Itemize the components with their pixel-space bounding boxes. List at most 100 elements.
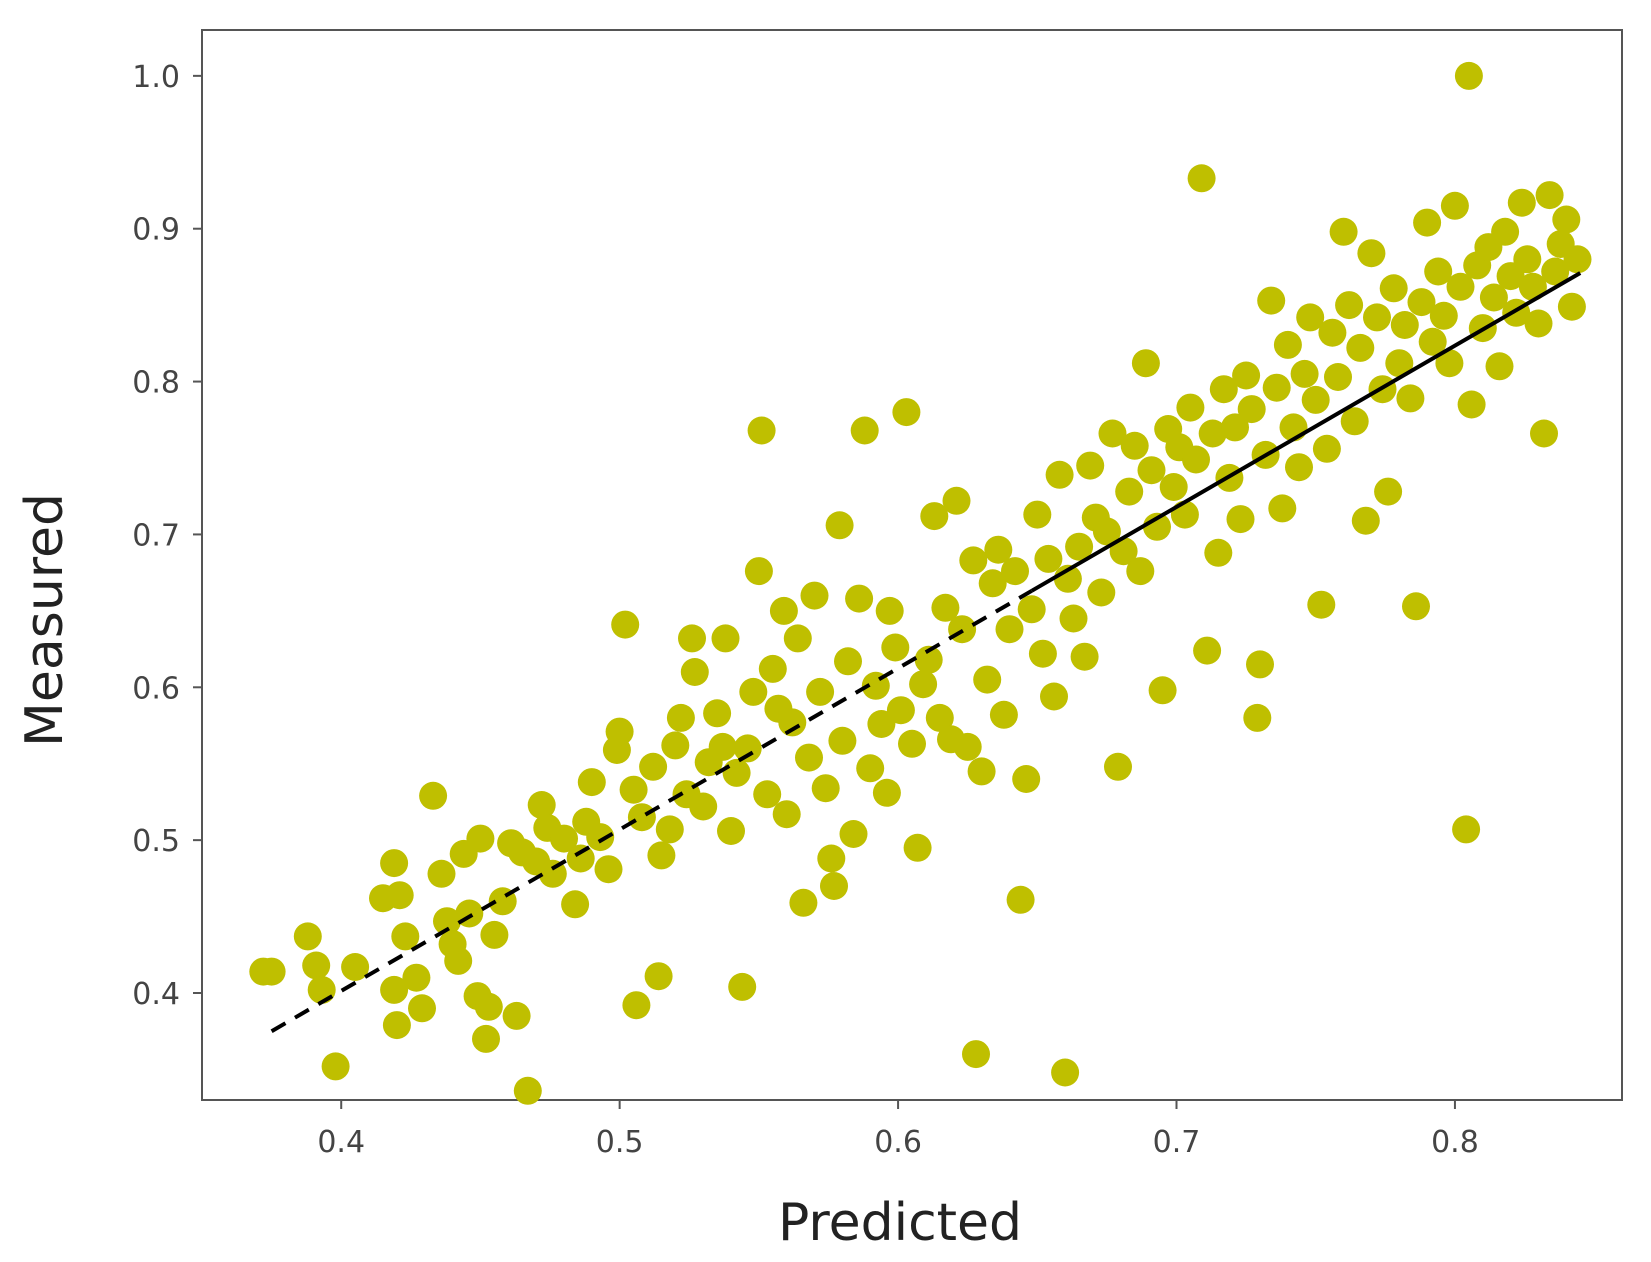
- data-point: [427, 859, 456, 888]
- fit-line-solid: [1030, 271, 1582, 593]
- data-point: [307, 975, 336, 1004]
- data-point: [892, 398, 921, 427]
- data-point: [433, 907, 461, 936]
- data-point: [321, 1052, 350, 1081]
- data-point: [1001, 557, 1029, 586]
- y-axis-title: Measured: [15, 493, 75, 747]
- data-point: [1413, 208, 1442, 237]
- y-axis-ticks: 0.4 0.5 0.6 0.7 0.8 0.9 1.0: [132, 60, 202, 1012]
- data-point: [419, 781, 448, 810]
- fit-line-layer: [270, 271, 1582, 1033]
- data-point: [1351, 506, 1380, 535]
- data-point: [1115, 477, 1144, 506]
- data-point: [1296, 303, 1325, 332]
- data-point: [1012, 765, 1041, 793]
- data-point: [1198, 419, 1227, 448]
- data-point: [717, 817, 745, 845]
- data-point: [850, 416, 879, 445]
- data-point: [1070, 642, 1099, 671]
- data-point: [1193, 636, 1222, 665]
- data-point: [1034, 544, 1063, 573]
- data-point: [920, 502, 949, 531]
- data-point: [1065, 532, 1094, 561]
- data-point: [1109, 537, 1138, 566]
- data-point: [914, 645, 943, 674]
- data-point: [747, 416, 776, 445]
- fit-line-dashed: [270, 589, 1033, 1033]
- data-point: [1429, 301, 1458, 330]
- data-point: [1402, 592, 1430, 621]
- data-point: [474, 992, 503, 1021]
- data-point: [1045, 460, 1074, 489]
- points-layer: [249, 61, 1592, 1105]
- data-point: [647, 841, 676, 870]
- x-tick-label: 0.4: [317, 1125, 365, 1160]
- data-point: [1440, 191, 1469, 220]
- x-tick-label: 0.8: [1431, 1125, 1479, 1160]
- data-point: [953, 732, 982, 761]
- data-point: [472, 1024, 500, 1053]
- plot-frame: [201, 29, 1623, 1101]
- data-point: [1518, 272, 1547, 301]
- data-point: [1301, 385, 1330, 414]
- data-point: [753, 780, 782, 809]
- data-point: [566, 844, 595, 873]
- data-point: [302, 951, 331, 980]
- data-point: [1059, 604, 1088, 633]
- data-point: [886, 696, 915, 725]
- data-point: [1340, 407, 1369, 436]
- data-point: [680, 658, 709, 686]
- data-point: [872, 778, 901, 807]
- data-point: [909, 670, 938, 699]
- data-point: [1017, 595, 1046, 624]
- data-point: [1535, 181, 1564, 210]
- data-point: [962, 1040, 990, 1069]
- data-point: [733, 734, 762, 763]
- y-tick-label: 0.7: [132, 518, 180, 553]
- data-point: [820, 872, 848, 900]
- x-tick-label: 0.6: [874, 1125, 922, 1160]
- data-point: [711, 624, 740, 653]
- data-point: [1006, 885, 1035, 914]
- data-point: [586, 823, 615, 852]
- x-axis-title: Predicted: [778, 1193, 1022, 1253]
- data-point: [1524, 309, 1553, 338]
- data-point: [867, 710, 896, 738]
- data-point: [1143, 512, 1171, 541]
- data-point: [1329, 217, 1358, 246]
- data-point: [1424, 257, 1453, 286]
- data-point: [611, 610, 640, 639]
- data-point: [881, 633, 910, 662]
- data-point: [1452, 815, 1481, 844]
- data-point: [778, 708, 807, 737]
- x-tick-label: 0.7: [1153, 1125, 1201, 1160]
- data-point: [1028, 639, 1057, 668]
- data-point: [1513, 245, 1542, 274]
- data-point: [1120, 431, 1149, 460]
- data-point: [293, 922, 322, 951]
- data-point: [1530, 419, 1558, 448]
- data-point: [898, 729, 926, 758]
- x-tick-label: 0.5: [596, 1125, 644, 1160]
- y-tick-label: 1.0: [132, 60, 180, 95]
- data-point: [825, 511, 854, 540]
- data-point: [1285, 453, 1313, 482]
- data-point: [1346, 333, 1375, 362]
- data-point: [1491, 217, 1520, 246]
- data-point: [744, 557, 773, 586]
- data-point: [382, 1011, 411, 1040]
- data-point: [817, 844, 846, 873]
- data-point: [1435, 349, 1464, 378]
- data-point: [1262, 373, 1291, 402]
- data-point: [1104, 752, 1132, 781]
- data-point: [789, 888, 818, 917]
- data-point: [925, 703, 954, 732]
- data-point: [1479, 283, 1508, 312]
- data-point: [594, 855, 623, 884]
- data-point: [1335, 291, 1364, 320]
- data-point: [257, 957, 286, 986]
- data-point: [1187, 164, 1216, 193]
- data-point: [1221, 413, 1249, 442]
- data-point: [973, 665, 1002, 694]
